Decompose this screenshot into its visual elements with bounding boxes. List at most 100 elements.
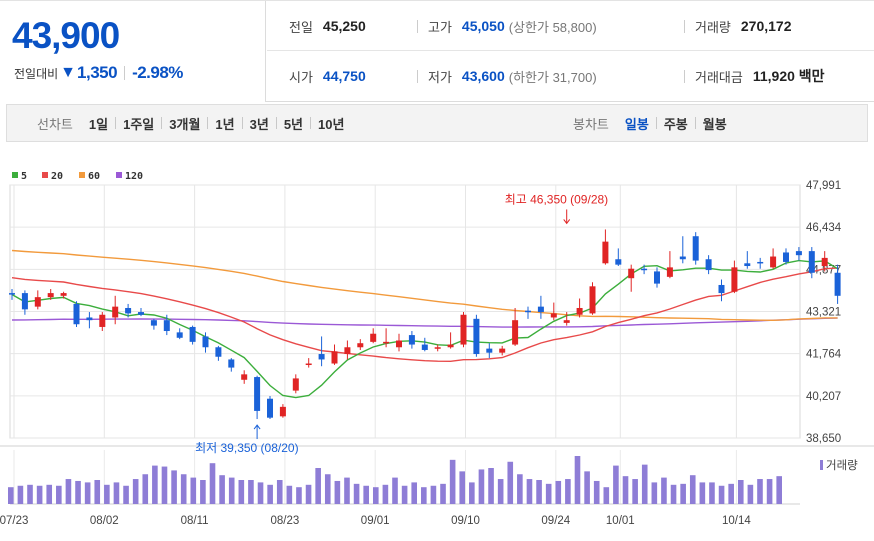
volume-bar — [75, 480, 81, 504]
candle-body — [654, 271, 660, 284]
candle-body — [447, 344, 454, 348]
x-tick-label: 09/01 — [361, 515, 390, 527]
candle-body — [512, 320, 519, 345]
volume-bar — [565, 479, 571, 504]
volume-bar — [344, 477, 350, 504]
tab-1d[interactable]: 1일 — [88, 116, 109, 132]
candle-body — [537, 306, 544, 313]
change-percent: -2.98% — [132, 63, 183, 82]
volume-bar — [718, 485, 725, 504]
divider — [241, 117, 243, 129]
volume-bar — [161, 466, 168, 504]
volume-bar — [459, 471, 466, 504]
legend-swatch — [42, 172, 48, 178]
stat-label: 거래량 — [695, 19, 731, 35]
volume-bar — [8, 487, 14, 504]
candle-chart-title[interactable]: 봉차트 — [573, 116, 609, 132]
candlestick-chart: 47,99146,43444,87743,32141,76440,20738,6… — [0, 171, 874, 527]
volume-bar — [661, 477, 667, 504]
volume-bar — [372, 487, 379, 504]
divider — [207, 117, 209, 129]
candle-body — [125, 307, 132, 314]
line-chart-title[interactable]: 선차트 — [37, 116, 73, 132]
tab-3y[interactable]: 3년 — [249, 116, 269, 132]
stat-sub: (상한가 58,800) — [508, 19, 597, 35]
volume-bar — [603, 487, 610, 504]
stock-chart: 47,991 46,434 44,877 43,321 41,764 40,207 38,6… — [0, 160, 874, 541]
x-tick-label: 09/10 — [451, 515, 480, 527]
candle-body — [705, 259, 712, 271]
candle-body — [795, 251, 802, 256]
volume-bar — [613, 465, 619, 504]
tab-10y[interactable]: 10년 — [318, 116, 345, 132]
stat-label: 전일 — [289, 19, 313, 35]
tab-daily[interactable]: 일봉 — [624, 116, 649, 132]
candle-body — [834, 272, 841, 296]
candle-body — [770, 256, 777, 268]
volume-bar — [689, 475, 696, 504]
candle-body — [9, 293, 15, 295]
candle-body — [21, 293, 28, 310]
volume-bar — [17, 485, 24, 504]
low-arrow-head — [253, 424, 261, 430]
volume-bar — [267, 484, 273, 504]
volume-bar — [219, 475, 225, 504]
volume-bar — [401, 485, 408, 504]
tab-1y[interactable]: 1년 — [215, 116, 235, 132]
candle-body — [563, 320, 570, 323]
y-tick-label: 47,991 — [806, 180, 841, 192]
divider — [124, 66, 126, 80]
volume-bar — [363, 485, 369, 504]
tab-1w[interactable]: 1주일 — [123, 116, 155, 132]
tab-5y[interactable]: 5년 — [283, 116, 304, 132]
tab-3m[interactable]: 3개월 — [169, 116, 201, 132]
tab-monthly[interactable]: 월봉 — [702, 116, 727, 132]
low-annotation: 최저 39,350 (08/20) — [195, 441, 298, 455]
candle-body — [692, 236, 699, 261]
stat-label: 거래대금 — [695, 69, 743, 85]
stat-low: 저가 43,600 (하한가 31,700) — [417, 51, 597, 101]
candle-body — [279, 406, 286, 417]
volume-bar — [56, 485, 62, 504]
divider — [310, 117, 312, 129]
volume-bar — [94, 480, 101, 504]
price-box: 43,900 전일대비 ▼ 1,350 -2.98% — [0, 1, 266, 102]
candle-body — [589, 286, 596, 314]
volume-bar — [27, 484, 33, 504]
tab-weekly[interactable]: 주봉 — [663, 116, 688, 132]
candle-body — [666, 267, 673, 277]
volume-bar — [46, 484, 53, 504]
candle-body — [228, 359, 235, 368]
divider — [684, 69, 685, 83]
candle-body — [60, 293, 67, 296]
y-tick-label: 46,434 — [806, 222, 842, 234]
candle-body — [47, 293, 54, 298]
volume-bar — [766, 479, 773, 504]
candle-body — [783, 252, 789, 262]
candle-body — [473, 318, 480, 355]
candle-body — [150, 320, 157, 326]
stat-sub: (하한가 31,700) — [508, 69, 597, 85]
volume-bar — [430, 485, 437, 504]
volume-bar — [305, 484, 312, 504]
y-tick-label: 38,650 — [806, 433, 841, 445]
volume-bar — [353, 483, 360, 504]
volume-bar — [84, 482, 91, 504]
ma20-line — [11, 267, 838, 363]
volume-bar — [180, 474, 187, 504]
candle-body — [525, 310, 531, 313]
candle-body — [744, 263, 751, 267]
volume-bar — [517, 474, 523, 504]
volume-bar — [142, 474, 149, 504]
volume-bar — [651, 482, 658, 504]
stat-open: 시가 44,750 — [289, 51, 366, 101]
down-arrow-icon: ▼ — [60, 64, 77, 81]
legend-swatch — [79, 172, 85, 178]
volume-bar — [757, 479, 763, 504]
change-row: 전일대비 ▼ 1,350 -2.98% — [14, 63, 183, 83]
volume-bar — [680, 483, 686, 504]
volume-bar — [296, 487, 302, 504]
volume-bar — [257, 482, 264, 504]
volume-bar — [152, 465, 158, 504]
divider — [694, 117, 696, 129]
